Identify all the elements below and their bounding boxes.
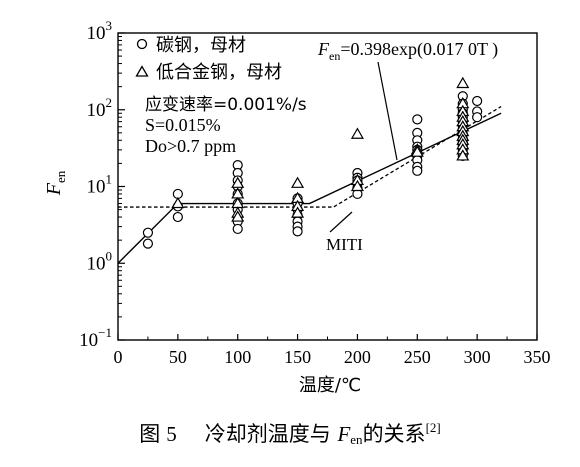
caption-figure-word: 图	[139, 422, 161, 446]
series-layer	[117, 76, 502, 264]
data-point-triangle	[291, 176, 305, 188]
data-point-triangle	[171, 196, 185, 209]
caption-figure-number: 5	[166, 422, 177, 446]
equation-pointer-line	[377, 61, 398, 161]
figure-caption: 图 5 冷却剂温度与 Fen的关系[2]	[0, 418, 580, 448]
legend-label-carbon-steel: 碳钢，母材	[156, 35, 246, 56]
miti-label: MITI	[326, 235, 363, 254]
legend-triangle-marker	[135, 65, 149, 77]
data-point-triangle	[350, 127, 364, 139]
y-tick-label: 102	[87, 95, 113, 121]
legend-circle-marker	[136, 38, 148, 50]
data-point-circle	[412, 114, 423, 125]
caption-symbol-sub: en	[350, 432, 363, 447]
caption-symbol: F	[337, 422, 351, 446]
data-point-circle	[292, 226, 303, 237]
caption-reference: [2]	[425, 420, 441, 435]
data-point-circle	[472, 95, 483, 107]
x-tick-label: 300	[464, 347, 491, 367]
condition-strain-rate: 应变速率=0.001%/s	[145, 95, 307, 115]
x-tick-label: 50	[169, 347, 187, 367]
data-point-circle	[412, 165, 423, 176]
data-point-circle	[142, 238, 154, 249]
legend: 碳钢，母材 低合金钢，母材	[135, 35, 282, 83]
data-point-triangle	[410, 145, 424, 157]
data-point-circle	[142, 227, 154, 238]
x-axis-label: 温度/℃	[299, 375, 361, 396]
data-point-triangle	[456, 76, 470, 89]
caption-title-start: 冷却剂温度与	[204, 422, 331, 446]
fit-equation-label: Fen=0.398exp(0.017 0T )	[317, 39, 498, 63]
miti-pointer-line	[329, 211, 353, 233]
y-tick-label: 103	[87, 18, 113, 44]
caption-title-end: 的关系	[362, 422, 426, 446]
tick-layer: 0 50 100 150 200 250 300 350 10−1 100 101 102 103	[79, 18, 550, 367]
data-point-circle	[172, 211, 183, 223]
x-tick-label: 250	[404, 347, 431, 367]
y-axis-label: Fen	[43, 170, 68, 196]
x-tick-label: 350	[524, 347, 551, 367]
conditions-annotation: 应变速率=0.001%/s S=0.015% Do>0.7 ppm	[145, 95, 307, 156]
data-point-triangle	[456, 149, 470, 161]
data-point-circle	[472, 112, 483, 123]
legend-label-low-alloy-steel: 低合金钢，母材	[156, 62, 282, 83]
data-point-triangle	[231, 210, 245, 222]
data-point-triangle	[291, 206, 305, 218]
x-tick-label: 150	[284, 347, 311, 367]
x-tick-label: 0	[114, 347, 123, 367]
condition-sulfur: S=0.015%	[145, 115, 221, 135]
y-tick-label: 100	[87, 248, 113, 274]
x-tick-label: 100	[224, 347, 251, 367]
y-tick-label: 10−1	[79, 325, 112, 351]
x-tick-label: 200	[344, 347, 371, 367]
data-point-triangle	[350, 179, 364, 192]
data-point-circle	[232, 223, 243, 235]
y-tick-label: 101	[87, 172, 113, 198]
condition-dissolved-oxygen: Do>0.7 ppm	[145, 136, 236, 156]
